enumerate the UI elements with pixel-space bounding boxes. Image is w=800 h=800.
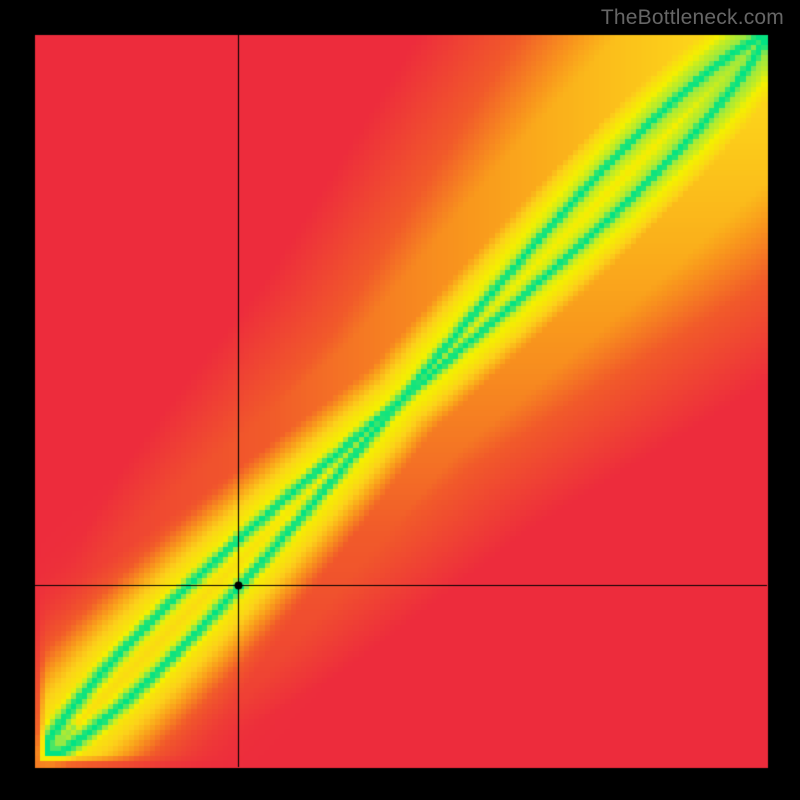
bottleneck-heatmap [0,0,800,800]
watermark-label: TheBottleneck.com [601,6,784,30]
